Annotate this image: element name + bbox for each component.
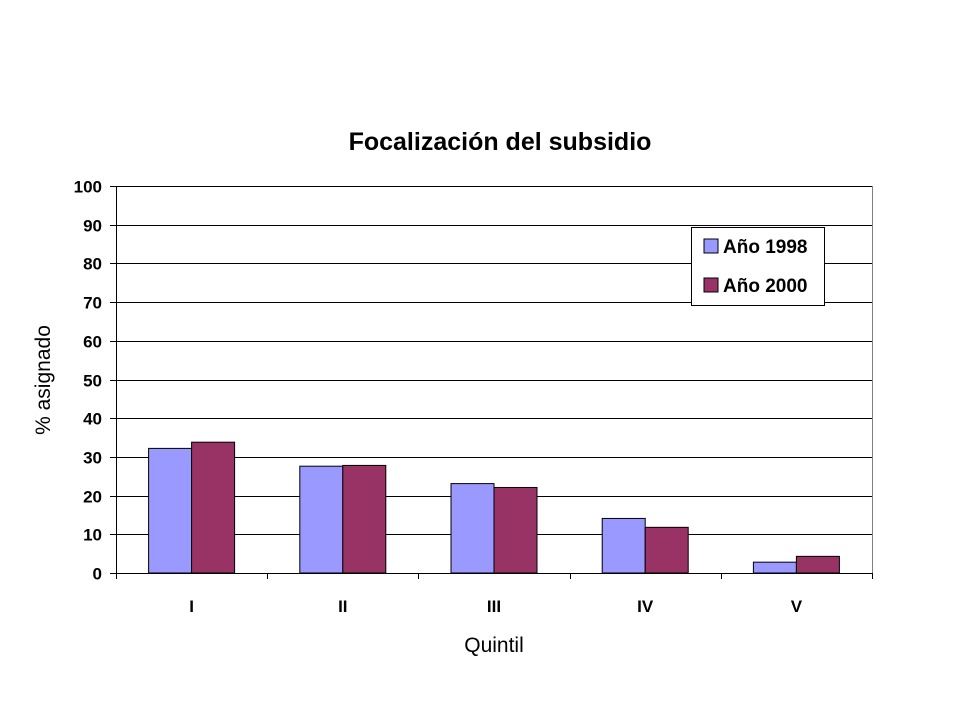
- y-tick-label: 20: [83, 488, 102, 507]
- bar-series1-v: [752, 561, 797, 574]
- legend-label: Año 2000: [723, 276, 807, 297]
- legend-label: Año 1998: [723, 237, 807, 258]
- y-tick-label: 40: [83, 410, 102, 429]
- x-tick-label: IV: [637, 597, 654, 616]
- legend-swatch: [703, 238, 719, 254]
- bar-series1-ii: [299, 465, 344, 574]
- y-tick-label: 50: [83, 372, 102, 391]
- legend: Año 1998 Año 2000: [691, 227, 825, 306]
- x-tick-label: I: [189, 597, 194, 616]
- y-axis-title: % asignado: [32, 325, 55, 435]
- y-tick-label: 90: [83, 217, 102, 236]
- y-tick-label: 0: [93, 565, 102, 584]
- y-tick-label: 10: [83, 526, 102, 545]
- legend-swatch: [703, 277, 719, 293]
- chart-title: Focalización del subsidio: [349, 128, 652, 156]
- bar-series1-iii: [450, 483, 495, 574]
- x-axis-title: Quintil: [464, 634, 524, 657]
- y-tick-label: 60: [83, 333, 102, 352]
- y-tick-label: 100: [74, 178, 102, 197]
- bar-series2-ii: [342, 464, 387, 574]
- x-tick-label: III: [487, 597, 501, 616]
- x-tick-label: V: [791, 597, 803, 616]
- bar-series2-iv: [644, 526, 689, 574]
- bar-series1-i: [148, 447, 193, 574]
- y-tick-label: 80: [83, 255, 102, 274]
- bar-series2-v: [795, 555, 840, 574]
- y-tick-label: 30: [83, 449, 102, 468]
- bar-series2-i: [191, 441, 236, 574]
- bar-series1-iv: [601, 517, 646, 574]
- y-tick-label: 70: [83, 294, 102, 313]
- bar-series2-iii: [493, 486, 538, 574]
- x-tick-label: II: [338, 597, 347, 616]
